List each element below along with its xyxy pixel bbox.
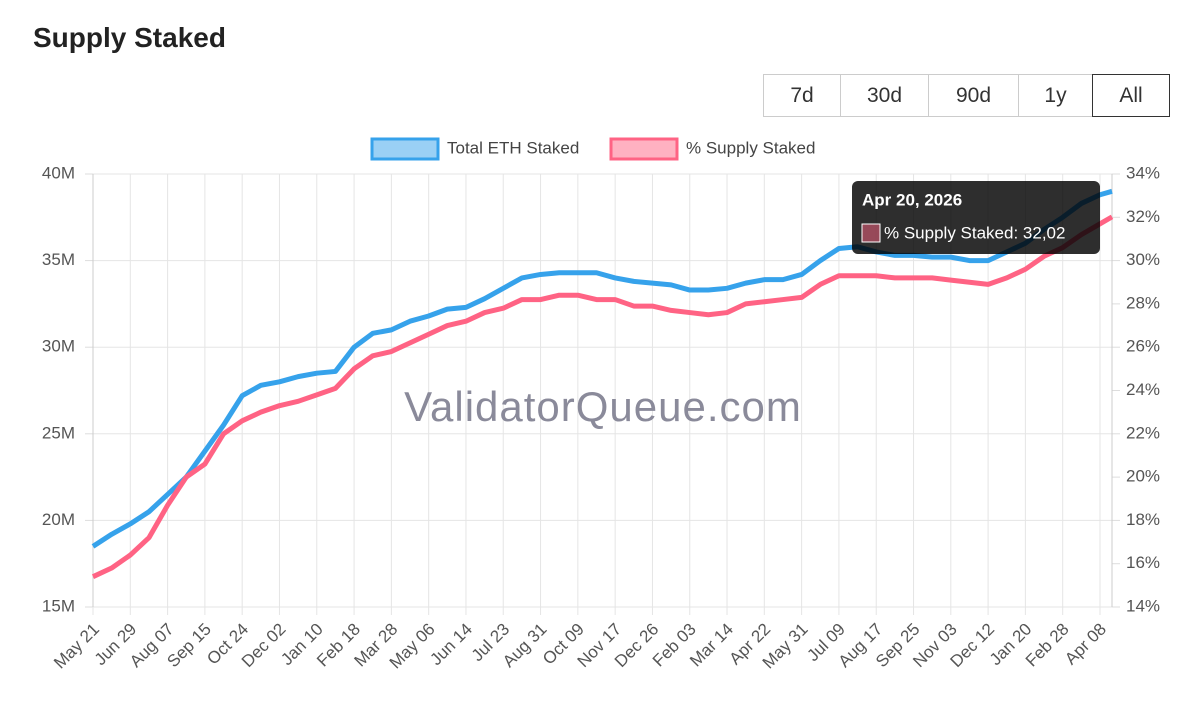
range-buttons: 7d 30d 90d 1y All — [763, 74, 1170, 117]
legend-label: Total ETH Staked — [447, 138, 579, 157]
y2-tick-label: 22% — [1126, 423, 1160, 442]
y2-tick-label: 20% — [1126, 467, 1160, 486]
y2-tick-label: 18% — [1126, 510, 1160, 529]
y2-tick-label: 34% — [1126, 163, 1160, 182]
legend-swatch — [370, 137, 440, 161]
tooltip-text: % Supply Staked: 32,02 — [884, 223, 1065, 242]
legend-label: % Supply Staked — [686, 138, 815, 157]
y2-tick-label: 30% — [1126, 250, 1160, 269]
y-tick-label: 30M — [42, 337, 75, 356]
y2-tick-label: 24% — [1126, 380, 1160, 399]
range-button[interactable]: 7d — [763, 74, 841, 117]
y2-tick-label: 16% — [1126, 553, 1160, 572]
series-line — [91, 188, 1113, 549]
y2-tick-label: 26% — [1126, 337, 1160, 356]
tooltip-swatch — [861, 223, 881, 243]
y2-tick-label: 32% — [1126, 207, 1160, 226]
x-tick-label: May 21 — [50, 620, 103, 673]
series-line — [91, 214, 1114, 579]
x-tick-label: Jun 14 — [426, 620, 476, 670]
y2-tick-label: 14% — [1126, 596, 1160, 615]
range-button[interactable]: All — [1092, 74, 1170, 117]
y-tick-label: 35M — [42, 250, 75, 269]
range-button[interactable]: 90d — [928, 74, 1019, 117]
page-title: Supply Staked — [33, 22, 226, 53]
y2-tick-label: 28% — [1126, 293, 1160, 312]
x-tick-label: Apr 08 — [1061, 620, 1110, 669]
legend-swatch — [609, 137, 679, 161]
tooltip-box — [852, 181, 1100, 254]
y-tick-label: 40M — [42, 163, 75, 182]
y-tick-label: 20M — [42, 510, 75, 529]
y-tick-label: 15M — [42, 596, 75, 615]
y-tick-label: 25M — [42, 423, 75, 442]
tooltip-title: Apr 20, 2026 — [862, 190, 962, 209]
watermark: ValidatorQueue.com — [404, 383, 802, 430]
